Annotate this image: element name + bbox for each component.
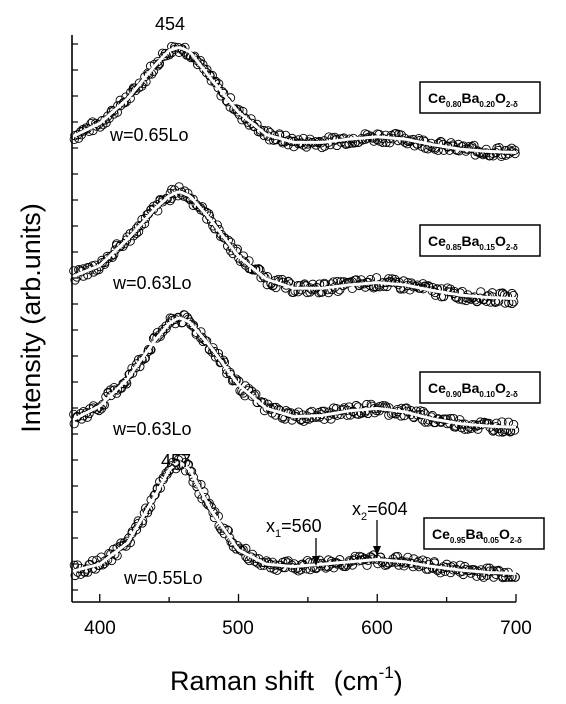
data-point <box>102 251 113 262</box>
data-point <box>192 55 202 66</box>
x-axis-unit-sup: -1 <box>379 663 394 682</box>
width-label-3: w=0.55Lo <box>123 568 203 588</box>
x-tick-label-600: 600 <box>361 618 393 639</box>
data-point <box>251 264 261 274</box>
data-point <box>161 323 171 334</box>
width-label-1: w=0.63Lo <box>112 273 192 293</box>
data-point <box>162 194 172 204</box>
data-point <box>214 224 224 235</box>
data-point <box>157 197 168 207</box>
annotation-x2-x: x <box>352 499 361 519</box>
fit-line-1 <box>71 190 517 301</box>
data-point <box>113 101 123 111</box>
data-point <box>161 321 171 331</box>
data-point <box>377 557 387 568</box>
data-point <box>118 378 128 389</box>
x-tick-label-500: 500 <box>222 618 254 639</box>
fit-line-2 <box>71 316 517 429</box>
data-point <box>130 363 141 373</box>
fit-line-3 <box>71 461 517 576</box>
data-point <box>295 281 305 291</box>
svg-text:Ce0.90Ba0.10O2-δ: Ce0.90Ba0.10O2-δ <box>428 380 518 399</box>
series-layer <box>69 41 520 583</box>
data-point <box>164 466 174 476</box>
data-point <box>153 56 163 67</box>
annotation-x1-eq: =560 <box>281 516 322 536</box>
annotation-x2-arrow <box>373 520 381 556</box>
data-point <box>208 507 218 518</box>
legend-box-1: Ce0.85Ba0.15O2-δ <box>419 224 541 257</box>
data-point <box>225 369 236 380</box>
x-axis-unit-close: ) <box>394 666 403 696</box>
annotation-x2-sub: 2 <box>361 511 367 523</box>
data-point <box>247 118 257 129</box>
annotation-x1-arrow <box>312 538 320 566</box>
svg-text:Ce0.85Ba0.15O2-δ: Ce0.85Ba0.15O2-δ <box>428 233 518 252</box>
legend-box-0: Ce0.80Ba0.20O2-δ <box>419 81 541 114</box>
data-point <box>192 479 202 489</box>
legend-box-3: Ce0.95Ba0.05O2-δ <box>423 517 545 550</box>
data-point <box>94 119 104 129</box>
data-point <box>203 500 214 510</box>
data-point <box>493 565 504 576</box>
data-point <box>143 68 153 78</box>
data-point <box>134 78 145 88</box>
data-point <box>216 229 227 240</box>
data-point <box>193 201 203 211</box>
series-2 <box>69 310 520 437</box>
data-point <box>365 280 375 291</box>
x-tick-label-400: 400 <box>84 618 116 639</box>
peak-label-top: 454 <box>155 14 185 34</box>
width-label-0: w=0.65Lo <box>109 125 189 145</box>
data-point <box>210 77 220 88</box>
data-point <box>214 352 224 362</box>
data-point <box>311 140 321 150</box>
annotation-x2-eq: =604 <box>367 499 408 519</box>
data-point <box>188 194 198 204</box>
series-1 <box>69 182 519 309</box>
data-point <box>201 67 212 78</box>
peak-label-bottom: 457 <box>161 451 191 471</box>
series-0 <box>69 41 520 161</box>
data-point <box>115 242 125 252</box>
data-point <box>110 245 120 255</box>
series-3 <box>69 453 520 583</box>
data-point <box>336 559 346 570</box>
data-point <box>488 566 498 576</box>
annotation-x2-label: x2=604 <box>352 499 408 523</box>
data-point <box>510 145 520 155</box>
ticks-layer <box>72 43 517 602</box>
width-label-2: w=0.63Lo <box>112 419 192 439</box>
x-axis-unit-open: (cm <box>334 666 379 696</box>
x-axis-label: Raman shift <box>170 666 315 696</box>
svg-text:Ce0.80Ba0.20O2-δ: Ce0.80Ba0.20O2-δ <box>428 90 518 109</box>
x-tick-label-700: 700 <box>500 618 532 639</box>
data-point <box>393 135 403 146</box>
data-point <box>219 232 229 243</box>
data-point <box>188 320 199 330</box>
annotation-x1-label: x1=560 <box>266 516 322 540</box>
y-axis-title: Intensity (arb.units) <box>16 203 46 433</box>
data-point <box>154 330 165 340</box>
annotation-x1-sub: 1 <box>275 528 281 540</box>
legend-box-2: Ce0.90Ba0.10O2-δ <box>419 371 541 404</box>
data-point <box>290 409 301 419</box>
data-point <box>508 419 519 430</box>
data-point <box>185 466 195 476</box>
x-axis-title: Raman shift (cm-1) <box>170 663 403 696</box>
data-point <box>225 533 235 543</box>
annotation-x1-x: x <box>266 516 275 536</box>
data-point <box>503 417 514 427</box>
data-point <box>262 403 272 413</box>
fit-line-0 <box>71 46 517 154</box>
data-point <box>258 271 268 281</box>
data-point <box>374 402 385 412</box>
data-point <box>158 327 168 337</box>
data-point <box>106 390 116 401</box>
data-point <box>127 368 138 378</box>
data-point <box>217 87 227 97</box>
svg-text:Ce0.95Ba0.05O2-δ: Ce0.95Ba0.05O2-δ <box>432 526 522 545</box>
data-point <box>235 545 245 555</box>
